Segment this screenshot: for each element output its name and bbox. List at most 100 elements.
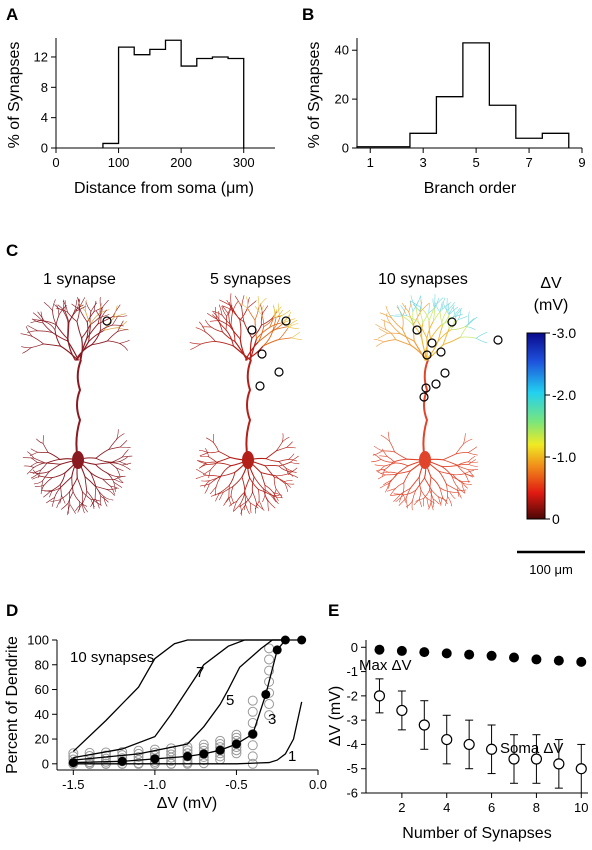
dendrite-segment: [247, 300, 257, 309]
dendrite-segment: [116, 476, 124, 484]
dendrite-segment: [272, 317, 277, 332]
dendrite-segment: [285, 467, 293, 472]
dendrite-segment: [230, 293, 232, 307]
dendrite-segment: [225, 495, 232, 503]
dendrite-segment: [372, 450, 383, 456]
dendrite-segment: [47, 452, 61, 460]
dendrite-segment: [380, 471, 389, 474]
dendrite-segment: [49, 489, 53, 498]
dendrite-segment: [114, 476, 123, 480]
panel-d-ytick-label: 80: [35, 657, 49, 672]
dendrite-segment: [30, 462, 38, 467]
dendrite-segment: [241, 476, 246, 493]
dendrite-segment: [418, 489, 422, 500]
dendrite-segment: [264, 465, 280, 467]
dendrite-segment: [98, 309, 110, 315]
panel-d-trial-point: [100, 750, 111, 761]
dendrite-segment: [228, 471, 236, 486]
panel-d-ytick-label: 20: [35, 732, 49, 747]
panel-b-xtick-label: 3: [420, 155, 427, 170]
dendrite-segment: [415, 306, 419, 323]
dendrite-segment: [264, 484, 274, 493]
panel-a-ytick-label: 0: [41, 141, 48, 156]
dendrite-segment: [241, 295, 245, 308]
panel-e-soma-point: [419, 647, 430, 658]
dendrite-segment: [74, 304, 84, 312]
dendrite-segment: [287, 470, 294, 477]
dendrite-segment: [86, 311, 95, 323]
panel-d-ytick-label: 60: [35, 682, 49, 697]
dendrite-segment: [287, 323, 299, 329]
panel-b-xtick-label: 1: [367, 155, 374, 170]
dendrite-segment: [27, 451, 35, 459]
dendrite-segment: [424, 477, 432, 491]
dendrite-segment: [261, 305, 264, 315]
dendrite-segment: [455, 443, 464, 455]
dendrite-segment: [219, 491, 224, 501]
dendrite-segment: [463, 433, 466, 445]
dendrite-segment: [394, 462, 409, 467]
dendrite-segment: [228, 496, 232, 506]
panel-e-scatter: 2 4 6 8 10 -6 -5 -4 -3 -2 -1 0 Max ΔV Soma ΔV Numbe…: [327, 640, 589, 842]
dendrite-segment: [111, 316, 118, 326]
dendrite-segment: [225, 329, 234, 347]
dendrite-segment: [190, 343, 202, 350]
dendrite-segment: [385, 313, 391, 324]
dendrite-segment: [403, 489, 417, 496]
panel-label-e: E: [328, 601, 339, 620]
dendrite-segment: [457, 308, 462, 320]
dendrite-segment: [401, 315, 413, 325]
dendrite-segment: [428, 320, 431, 340]
dendrite-segment: [121, 455, 133, 458]
dendrite-segment: [189, 342, 202, 345]
dendrite-segment: [108, 461, 117, 469]
panel-b-xlabel: Branch order: [424, 180, 517, 197]
dendrite-segment: [20, 333, 33, 337]
dendrite-segment: [48, 463, 61, 472]
apical-trunk: [422, 359, 429, 461]
panel-d-mean-point: [215, 745, 225, 755]
dendrite-segment: [89, 317, 100, 326]
dendrite-segment: [226, 299, 234, 312]
panel-d-mean-point: [117, 756, 127, 766]
panel-c-title-1: 1 synapse: [43, 271, 116, 288]
dendrite-segment: [468, 311, 470, 325]
panel-b-xtick-label: 5: [473, 155, 480, 170]
dendrite-segment: [196, 460, 207, 464]
dendrite-segment: [432, 498, 440, 505]
panel-e-ytick-label: -2: [346, 688, 358, 703]
dendrite-segment: [117, 321, 128, 329]
dendrite-segment: [42, 322, 53, 333]
dendrite-segment: [283, 480, 293, 482]
dendrite-segment: [254, 500, 260, 510]
panel-e-max-point: [373, 690, 386, 702]
dendrite-segment: [234, 295, 242, 308]
dendrite-segment: [432, 307, 435, 322]
dendrite-segment: [415, 296, 421, 307]
dendrite-segment: [230, 305, 241, 321]
dendrite-segment: [119, 446, 131, 448]
dendrite-segment: [97, 316, 114, 325]
dendrite-segment: [420, 295, 422, 309]
dendrite-segment: [44, 489, 53, 492]
dendrite-segment: [385, 329, 396, 340]
dendrite-segment: [30, 343, 44, 349]
dendrite-segment: [90, 498, 101, 502]
dendrite-segment: [209, 475, 221, 485]
dendrite-segment: [42, 435, 44, 444]
dendrite-segment: [204, 331, 216, 342]
dendrite-segment: [428, 500, 432, 510]
panel-d-trial-point: [247, 695, 258, 706]
dendrite-segment: [430, 476, 441, 488]
dendrite-segment: [438, 470, 447, 485]
dendrite-segment: [210, 326, 223, 333]
dendrite-segment: [255, 503, 257, 514]
dendrite-segment: [451, 476, 459, 488]
dendrite-segment: [206, 437, 214, 443]
dendrite-segment: [76, 321, 83, 339]
dendrite-segment: [51, 331, 68, 342]
dendrite-segment: [245, 345, 264, 361]
dendrite-segment: [261, 318, 272, 326]
dendrite-segment: [402, 315, 404, 330]
